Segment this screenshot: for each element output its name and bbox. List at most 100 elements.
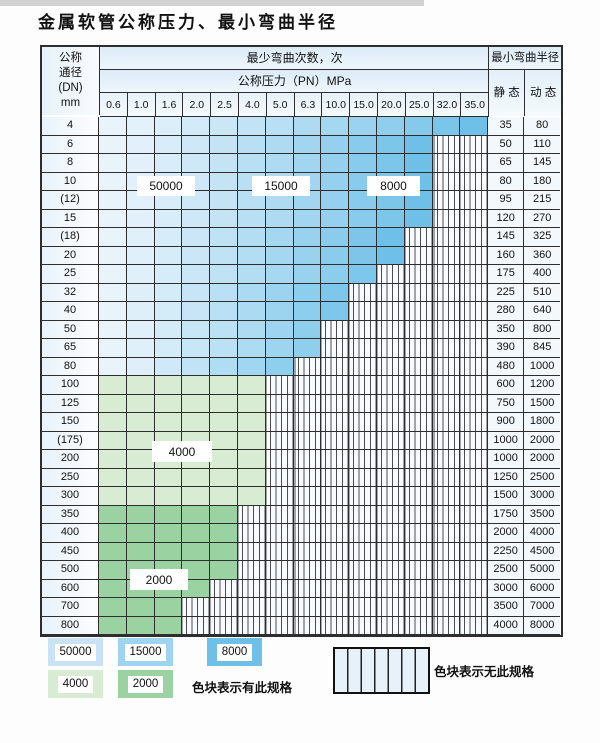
table-row: 15 120 270 — [42, 209, 561, 228]
dynamic-radius-cell: 800 — [524, 320, 561, 339]
no-spec-cell — [432, 191, 461, 210]
pressure-col-header: 32.0 — [433, 93, 462, 117]
spec-cell — [182, 228, 211, 247]
no-spec-cell — [460, 320, 489, 339]
dn-header-line: 通径 — [59, 67, 82, 79]
no-spec-cell — [460, 616, 489, 635]
no-spec-cell — [432, 135, 461, 154]
dn-cell: 150 — [42, 413, 99, 432]
dn-cell: 600 — [42, 579, 99, 598]
spec-cell — [210, 542, 238, 561]
no-spec-cell — [432, 616, 461, 635]
no-spec-cell — [265, 376, 294, 395]
static-radius-cell: 50 — [488, 135, 525, 154]
no-spec-cell — [432, 172, 461, 191]
no-spec-cell — [460, 339, 489, 358]
no-spec-cell — [376, 598, 405, 617]
dn-cell: 65 — [42, 339, 99, 358]
scan-artifact-strip — [0, 0, 424, 6]
no-spec-cell — [349, 357, 377, 376]
spec-cell — [321, 154, 350, 173]
no-spec-cell — [404, 302, 433, 321]
dn-cell: 32 — [42, 283, 99, 302]
spec-cell — [99, 468, 127, 487]
dynamic-radius-cell: 640 — [524, 302, 561, 321]
spec-cell — [210, 339, 238, 358]
spec-cell — [182, 302, 211, 321]
static-radius-cell: 1250 — [488, 468, 525, 487]
dynamic-radius-cell: 1800 — [524, 413, 561, 432]
spec-cell — [210, 431, 238, 450]
dn-cell: 400 — [42, 524, 99, 543]
spec-cell — [210, 376, 238, 395]
spec-cell — [182, 579, 211, 598]
dn-cell: 200 — [42, 450, 99, 469]
no-spec-cell — [265, 542, 294, 561]
dynamic-radius-cell: 1000 — [524, 357, 561, 376]
no-spec-cell — [404, 413, 433, 432]
dn-cell: 500 — [42, 561, 99, 580]
no-spec-cell — [376, 283, 405, 302]
dn-cell: 4 — [42, 117, 99, 136]
spec-cell — [404, 117, 433, 136]
no-spec-cell — [376, 265, 405, 284]
no-spec-cell — [432, 302, 461, 321]
spec-cell — [99, 616, 127, 635]
spec-cell — [182, 376, 211, 395]
spec-cell — [126, 598, 155, 617]
table-row: 25 175 400 — [42, 265, 561, 284]
page-title: 金属软管公称压力、最小弯曲半径 — [38, 13, 338, 33]
static-radius-cell: 160 — [488, 246, 525, 265]
no-spec-cell — [293, 394, 322, 413]
no-spec-cell — [265, 598, 294, 617]
legend-block-2000: 2000 — [118, 670, 173, 698]
pressure-col-header: 15.0 — [350, 93, 378, 117]
static-column-header: 静 态 — [489, 70, 526, 116]
static-radius-cell: 120 — [488, 209, 525, 228]
spec-cell — [182, 117, 211, 136]
no-spec-cell — [237, 579, 266, 598]
spec-cell — [237, 154, 266, 173]
no-spec-cell — [460, 468, 489, 487]
spec-cell — [99, 394, 127, 413]
dynamic-radius-cell: 2500 — [524, 468, 561, 487]
spec-cell — [154, 209, 183, 228]
table-row: 400 2000 4000 — [42, 524, 561, 543]
static-radius-cell: 600 — [488, 376, 525, 395]
table-row: (175) 1000 2000 — [42, 431, 561, 450]
no-spec-cell — [293, 505, 322, 524]
spec-cell — [182, 524, 211, 543]
spec-cell — [182, 209, 211, 228]
legend-block-4000: 4000 — [48, 670, 103, 698]
spec-cell — [126, 394, 155, 413]
dynamic-radius-cell: 110 — [524, 135, 561, 154]
spec-cell — [321, 172, 350, 191]
dynamic-radius-cell: 510 — [524, 283, 561, 302]
table-row: 350 1750 3500 — [42, 505, 561, 524]
no-spec-cell — [432, 246, 461, 265]
dn-cell: 300 — [42, 487, 99, 506]
spec-cell — [237, 376, 266, 395]
spec-cell — [126, 302, 155, 321]
no-spec-cell — [321, 616, 350, 635]
static-radius-cell: 65 — [488, 154, 525, 173]
spec-cell — [126, 117, 155, 136]
spec-cell — [210, 487, 238, 506]
spec-cell — [265, 320, 294, 339]
static-radius-cell: 1500 — [488, 487, 525, 506]
no-spec-cell — [404, 524, 433, 543]
spec-cell — [265, 302, 294, 321]
spec-cell — [182, 394, 211, 413]
no-spec-cell — [460, 302, 489, 321]
spec-cell — [154, 524, 183, 543]
no-spec-cell — [293, 468, 322, 487]
spec-cell — [99, 265, 127, 284]
spec-cell — [182, 561, 211, 580]
table-row: 125 750 1500 — [42, 394, 561, 413]
table-row: 6 50 110 — [42, 135, 561, 154]
no-spec-cell — [460, 376, 489, 395]
spec-cell — [99, 302, 127, 321]
no-spec-cell — [460, 413, 489, 432]
no-spec-cell — [349, 302, 377, 321]
no-spec-cell — [460, 283, 489, 302]
